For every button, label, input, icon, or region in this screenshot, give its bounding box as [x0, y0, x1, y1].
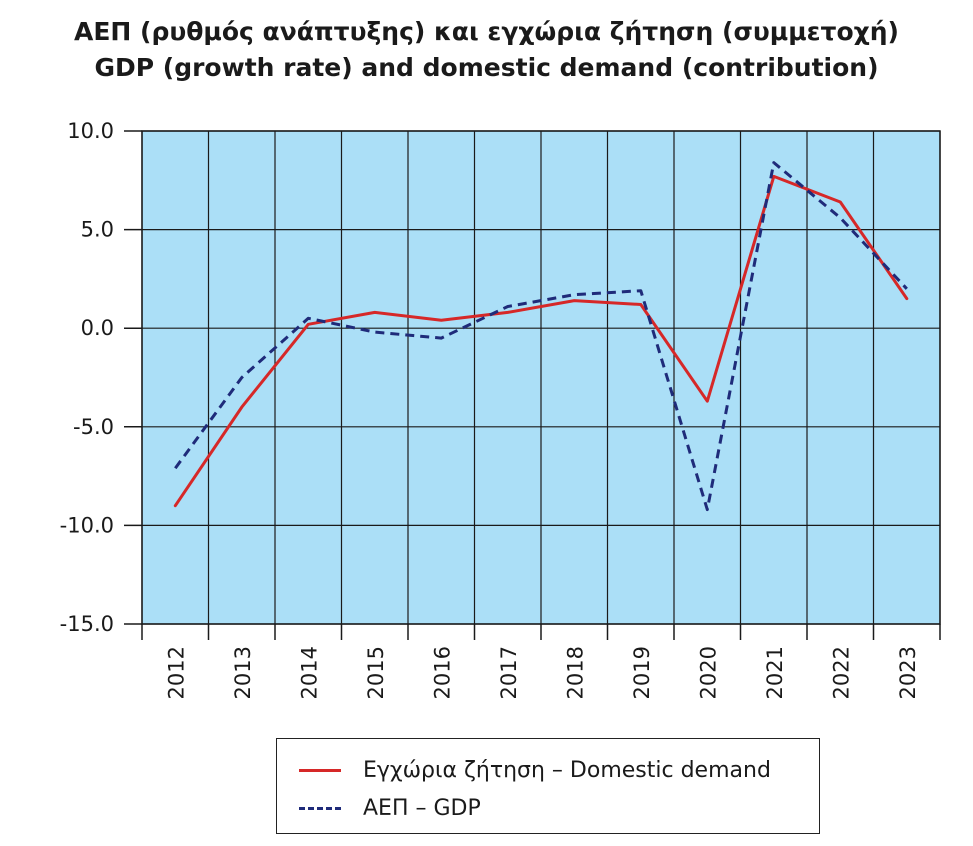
- x-tick-label: 2012: [164, 646, 188, 699]
- legend-label-gdp: ΑΕΠ – GDP: [363, 795, 481, 821]
- x-tick-label: 2016: [430, 646, 454, 699]
- series-line-gdp: [174, 161, 908, 512]
- legend-item-gdp: ΑΕΠ – GDP: [277, 793, 481, 823]
- legend-swatch-gdp: [299, 806, 341, 810]
- chart-title: ΑΕΠ (ρυθμός ανάπτυξης) και εγχώρια ζήτησ…: [0, 14, 973, 86]
- x-tick-label: 2018: [563, 646, 587, 699]
- chart-title-line-english: GDP (growth rate) and domestic demand (c…: [94, 53, 879, 82]
- series-lines: [173, 161, 909, 512]
- x-tick-label: 2020: [696, 646, 720, 699]
- chart-title-line-greek: ΑΕΠ (ρυθμός ανάπτυξης) και εγχώρια ζήτησ…: [74, 17, 899, 46]
- x-tick-label: 2019: [630, 646, 654, 699]
- x-tick-label: 2017: [497, 646, 521, 699]
- y-tick-label: 10.0: [67, 119, 114, 143]
- gridlines: [141, 130, 941, 625]
- y-tick-label: -5.0: [73, 415, 114, 439]
- x-tick-label: 2021: [763, 646, 787, 699]
- y-tick-label: -15.0: [60, 612, 114, 636]
- y-tick-label: 5.0: [81, 218, 114, 242]
- legend-item-domestic-demand: Εγχώρια ζήτηση – Domestic demand: [277, 755, 771, 785]
- legend: Εγχώρια ζήτηση – Domestic demand ΑΕΠ – G…: [276, 738, 820, 834]
- legend-swatch-domestic-demand: [299, 768, 341, 772]
- x-tick-label: 2015: [364, 646, 388, 699]
- x-tick-label: 2013: [231, 646, 255, 699]
- x-tick-label: 2023: [896, 646, 920, 699]
- x-tick-label: 2022: [829, 646, 853, 699]
- y-tick-label: 0.0: [81, 316, 114, 340]
- x-tick-label: 2014: [297, 646, 321, 699]
- series-line-domestic-demand: [173, 174, 909, 508]
- legend-label-domestic-demand: Εγχώρια ζήτηση – Domestic demand: [363, 757, 771, 783]
- y-tick-label: -10.0: [60, 513, 114, 537]
- axes: 10.0 5.0 0.0 -5.0 -10.0 -15.0 2012 2013 2014 2015…: [60, 119, 941, 699]
